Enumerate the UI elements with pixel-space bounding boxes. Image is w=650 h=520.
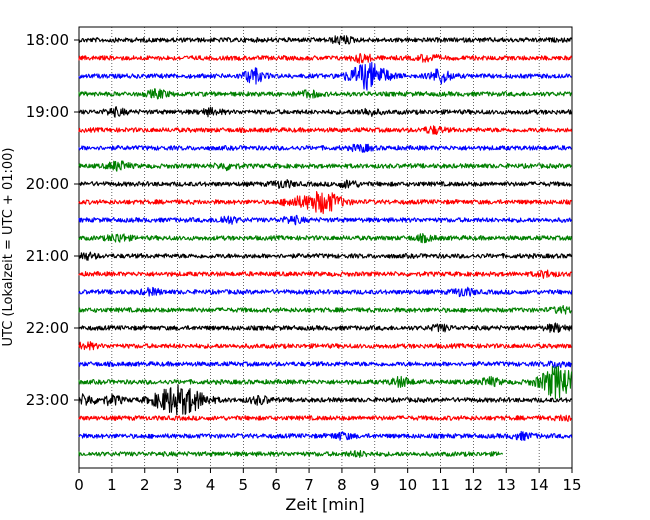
x-tick-label-0: 0 — [74, 476, 84, 494]
seismic-traces — [78, 35, 573, 458]
plot-frame — [78, 26, 573, 469]
trace-2330 — [78, 430, 573, 441]
trace-2300 — [78, 384, 573, 416]
trace-1815 — [78, 53, 573, 64]
x-tick-label-15: 15 — [562, 476, 581, 494]
trace-1900 — [78, 106, 573, 118]
x-tick-label-1: 1 — [107, 476, 117, 494]
trace-2200 — [78, 322, 573, 333]
x-tick-label-2: 2 — [140, 476, 150, 494]
trace-2230 — [78, 360, 572, 369]
y-tick-label-2200: 22:00 — [26, 319, 69, 337]
trace-1915 — [78, 125, 573, 135]
trace-2100 — [78, 251, 573, 261]
y-tick-label-1800: 18:00 — [26, 31, 69, 49]
trace-1800 — [78, 35, 573, 46]
y-axis-title: UTC (Lokalzeit = UTC + 01:00) — [1, 148, 16, 347]
x-tick-label-11: 11 — [431, 476, 450, 494]
x-axis-title: Zeit [min] — [285, 495, 364, 514]
y-tick-label-2000: 20:00 — [26, 175, 69, 193]
x-tick-label-13: 13 — [497, 476, 516, 494]
trace-2015 — [78, 190, 573, 215]
trace-2000 — [78, 179, 572, 189]
x-tick-label-4: 4 — [206, 476, 216, 494]
trace-1930 — [78, 143, 572, 153]
x-tick-label-3: 3 — [173, 476, 183, 494]
trace-2130 — [78, 286, 573, 298]
y-tick-label-2300: 23:00 — [26, 391, 69, 409]
x-tick-label-10: 10 — [398, 476, 417, 494]
trace-2030 — [78, 214, 573, 226]
trace-1830 — [78, 61, 573, 91]
x-tick-label-5: 5 — [239, 476, 249, 494]
trace-1845 — [78, 88, 573, 100]
x-tick-label-7: 7 — [304, 476, 314, 494]
trace-2145 — [78, 304, 572, 315]
axes: 0 1 2 3 4 5 6 7 8 9 10 11 12 13 14 1518:0019:0020:0021:… — [26, 31, 582, 494]
trace-2315 — [78, 414, 573, 423]
y-tick-label-2100: 21:00 — [26, 247, 69, 265]
trace-2045 — [78, 233, 573, 244]
trace-2245 — [78, 365, 573, 400]
x-tick-label-12: 12 — [464, 476, 483, 494]
trace-1945 — [78, 160, 573, 172]
trace-2215 — [78, 341, 573, 351]
trace-2115 — [78, 269, 573, 279]
x-tick-label-6: 6 — [271, 476, 281, 494]
trace-2345 — [78, 449, 504, 458]
x-tick-label-9: 9 — [370, 476, 380, 494]
y-tick-label-1900: 19:00 — [26, 103, 69, 121]
x-tick-label-14: 14 — [530, 476, 549, 494]
x-tick-label-8: 8 — [337, 476, 347, 494]
